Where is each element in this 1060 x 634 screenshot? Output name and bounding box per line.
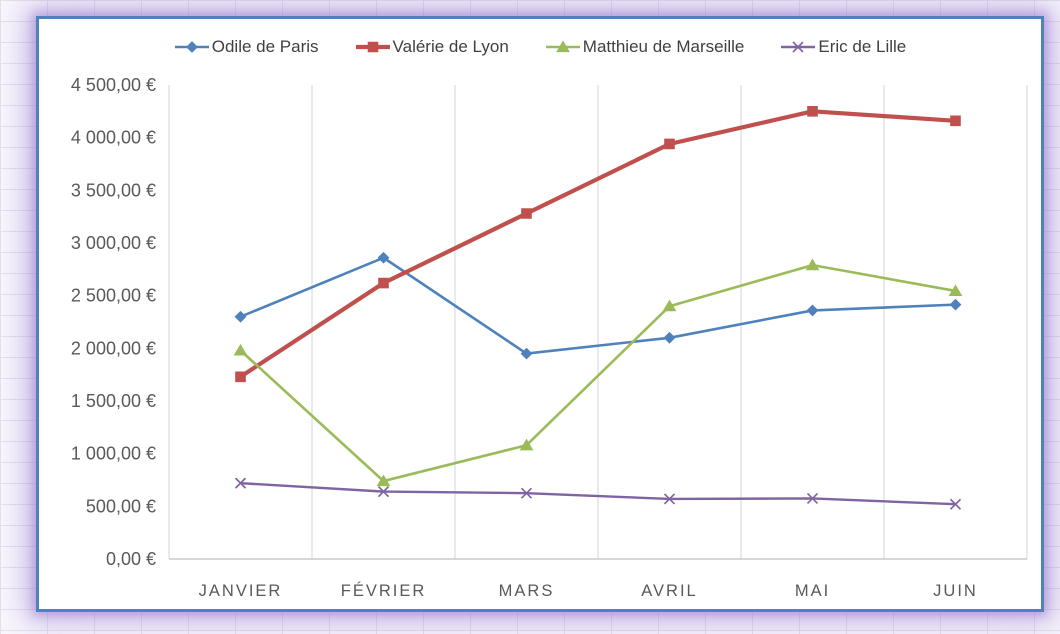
series-marker-diamond[interactable]	[949, 298, 962, 311]
series-marker-triangle[interactable]	[948, 284, 963, 297]
chart-plot-svg[interactable]: 4 500,00 € 4 000,00 € 3 500,00 € 3 000,00 €…	[39, 19, 1041, 609]
chart-legend: Odile de Paris Valérie de Lyon Matthieu de…	[39, 37, 1041, 57]
series-marker-diamond[interactable]	[806, 304, 819, 317]
series-marker-diamond[interactable]	[520, 347, 533, 360]
series-marker-square[interactable]	[235, 371, 246, 383]
series-marker-x[interactable]	[234, 477, 247, 489]
series-line-1[interactable]	[238, 109, 958, 379]
x-axis-category-label: FÉVRIER	[341, 581, 427, 600]
y-axis-tick-label: 2 000,00 €	[71, 338, 156, 358]
y-axis-tick-label: 1 000,00 €	[71, 444, 156, 464]
y-axis-tick-label: 4 500,00 €	[71, 75, 156, 95]
legend-item-2[interactable]: Matthieu de Marseille	[545, 37, 745, 57]
y-axis-tick-label: 3 500,00 €	[71, 180, 156, 200]
legend-marker-shape	[367, 41, 378, 53]
series-marker-triangle[interactable]	[662, 299, 677, 312]
series-line-2[interactable]	[239, 263, 957, 483]
x-axis-category-label: JUIN	[933, 582, 978, 600]
legend-label: Odile de Paris	[211, 37, 319, 56]
series-marker-diamond[interactable]	[377, 251, 390, 264]
x-axis-category-label: AVRIL	[641, 582, 697, 600]
series-marker-diamond[interactable]	[234, 310, 247, 323]
series-marker-square[interactable]	[378, 277, 389, 289]
legend-label: Matthieu de Marseille	[582, 37, 745, 56]
series-marker-triangle[interactable]	[805, 258, 820, 271]
y-axis-tick-label: 2 500,00 €	[71, 286, 156, 306]
legend-marker-triangle-icon	[545, 40, 580, 53]
legend-marker-shape	[792, 41, 804, 53]
legend-marker-shape	[185, 41, 198, 53]
y-axis-tick-label: 1 500,00 €	[71, 391, 156, 411]
x-axis-category-label: JANVIER	[199, 582, 283, 600]
y-axis-tick-label: 500,00 €	[86, 496, 156, 516]
series-marker-x[interactable]	[806, 492, 819, 505]
series-marker-square[interactable]	[664, 138, 675, 150]
legend-marker-diamond-icon	[174, 41, 209, 53]
legend-item-3[interactable]: Eric de Lille	[780, 37, 906, 57]
y-axis-tick-label: 0,00 €	[106, 549, 156, 569]
series-marker-square[interactable]	[521, 208, 532, 219]
series-marker-x[interactable]	[663, 493, 676, 505]
legend-marker-square-icon	[355, 41, 390, 53]
legend-item-1[interactable]: Valérie de Lyon	[355, 37, 509, 57]
series-marker-x[interactable]	[520, 487, 533, 499]
y-axis-tick-label: 4 000,00 €	[71, 128, 156, 148]
series-line-0[interactable]	[239, 256, 957, 355]
x-axis-category-label: MARS	[499, 582, 555, 600]
series-marker-x[interactable]	[377, 485, 390, 498]
x-axis-category-label: MAI	[795, 582, 830, 600]
legend-marker-shape	[555, 40, 570, 53]
series-marker-x[interactable]	[949, 498, 962, 510]
legend-item-0[interactable]: Odile de Paris	[174, 37, 319, 57]
series-marker-diamond[interactable]	[663, 331, 676, 344]
y-axis-tick-label: 3 000,00 €	[71, 233, 156, 253]
series-marker-triangle[interactable]	[519, 438, 534, 451]
series-marker-square[interactable]	[950, 115, 961, 127]
legend-marker-x-icon	[781, 41, 816, 53]
excel-chart-object[interactable]: Odile de Paris Valérie de Lyon Matthieu de…	[36, 16, 1044, 612]
series-line-3[interactable]	[239, 481, 957, 506]
series-marker-square[interactable]	[807, 106, 818, 117]
legend-label: Eric de Lille	[818, 37, 907, 56]
series-marker-triangle[interactable]	[376, 474, 391, 487]
legend-label: Valérie de Lyon	[392, 37, 509, 56]
series-marker-triangle[interactable]	[233, 343, 248, 356]
